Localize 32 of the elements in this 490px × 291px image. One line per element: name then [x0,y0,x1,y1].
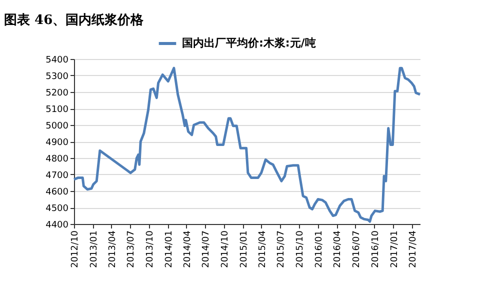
y-tick-label: 4400 [46,220,69,230]
x-tick-label: 2014/10 [220,230,231,268]
chart-title: 图表 46、国内纸浆价格 [4,13,145,28]
x-tick-label: 2013/04 [108,230,118,268]
x-tick-label: 2015/10 [296,230,306,268]
y-tick-label: 4600 [46,188,69,198]
y-tick-label: 5300 [46,72,69,82]
y-tick-label: 4500 [46,204,69,214]
y-tick-label: 5100 [46,105,69,115]
x-tick-label: 2014/04 [182,230,193,268]
y-tick-label: 4700 [46,171,69,181]
y-tick-label: 5200 [46,88,69,98]
x-tick-label: 2014/07 [202,230,212,268]
x-tick-label: 2016/01 [314,230,325,268]
x-tick-label: 2015/01 [239,230,250,268]
x-tick-label: 2015/07 [276,230,287,268]
x-tick-label: 2016/04 [333,230,344,268]
x-tick-label: 2012/10 [70,230,80,268]
y-tick-label: 4900 [46,138,69,148]
y-tick-label: 5400 [46,56,69,66]
x-tick-label: 2017/04 [408,230,418,268]
legend-label: 国内出厂平均价:木浆:元/吨 [182,36,316,50]
x-tick-label: 2013/01 [89,230,100,268]
x-tick-label: 2017/01 [390,230,400,268]
x-tick-label: 2013/07 [126,230,137,268]
x-tick-label: 2013/10 [146,230,156,268]
y-tick-label: 5000 [46,122,69,132]
x-tick-label: 2015/04 [258,230,268,268]
x-tick-label: 2014/01 [164,230,174,268]
x-tick-label: 2016/07 [352,230,362,268]
y-tick-label: 4800 [46,154,69,164]
x-tick-label: 2016/10 [370,230,381,268]
